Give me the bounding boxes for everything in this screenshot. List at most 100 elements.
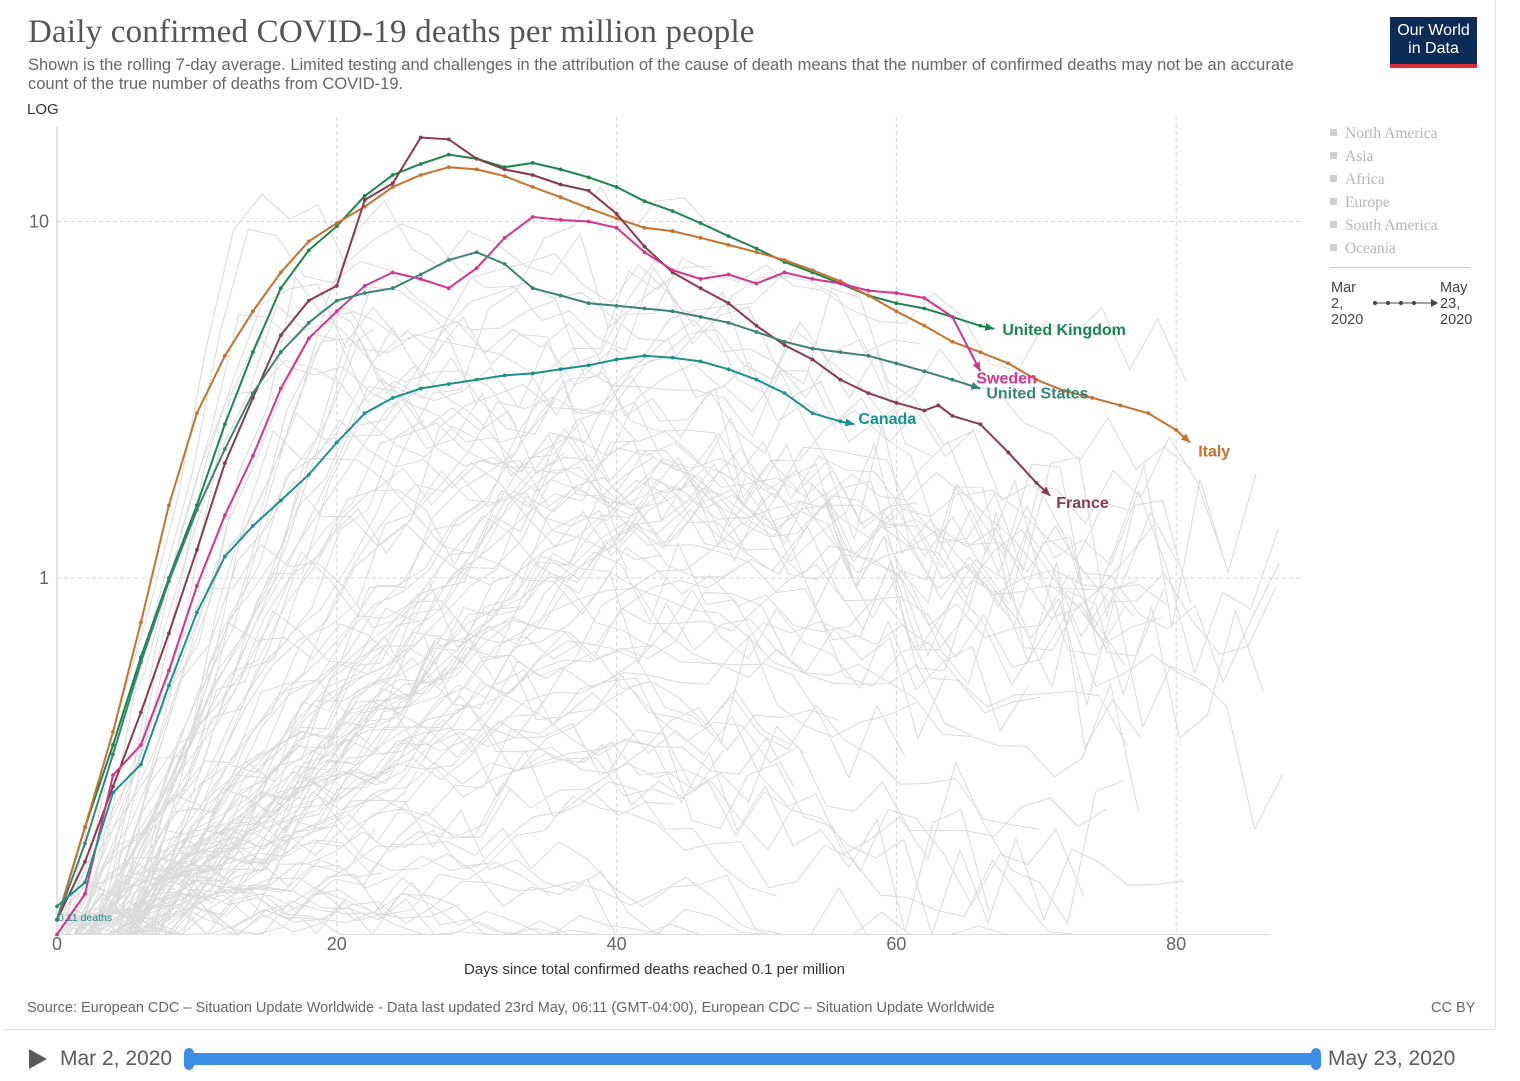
background-line bbox=[120, 893, 904, 936]
series-label: Sweden bbox=[976, 370, 1036, 387]
data-point bbox=[167, 683, 171, 688]
data-point bbox=[139, 620, 143, 625]
log-scale-toggle[interactable]: LOG bbox=[27, 101, 59, 118]
data-point bbox=[139, 710, 143, 715]
series-label: United Kingdom bbox=[1002, 322, 1126, 339]
background-line bbox=[76, 199, 973, 935]
background-line bbox=[75, 542, 663, 923]
background-line bbox=[123, 716, 404, 920]
data-point bbox=[139, 762, 143, 767]
data-point bbox=[894, 361, 899, 366]
legend-item-south-america[interactable]: South America bbox=[1330, 216, 1438, 239]
background-line bbox=[67, 700, 545, 935]
timeline-start-handle[interactable] bbox=[184, 1048, 194, 1070]
data-point bbox=[195, 508, 199, 513]
series-arrow bbox=[972, 361, 981, 372]
legend-item-oceania[interactable]: Oceania bbox=[1330, 239, 1438, 262]
data-point bbox=[362, 291, 367, 295]
background-line bbox=[76, 610, 805, 935]
time-legend-end: May 23, 2020 bbox=[1440, 280, 1473, 328]
background-line bbox=[111, 769, 392, 924]
data-point bbox=[306, 248, 311, 253]
series-label: Canada bbox=[858, 411, 916, 428]
data-point bbox=[698, 277, 703, 281]
background-line bbox=[88, 667, 1040, 935]
data-point bbox=[111, 784, 115, 789]
timeline-end-handle[interactable] bbox=[1311, 1048, 1321, 1070]
data-point bbox=[390, 270, 395, 275]
background-line bbox=[90, 286, 456, 935]
background-line bbox=[60, 276, 789, 935]
source-note[interactable]: Source: European CDC – Situation Update … bbox=[27, 1000, 995, 1016]
data-point bbox=[726, 367, 731, 372]
play-icon[interactable] bbox=[29, 1049, 47, 1069]
region-legend: North America Asia Africa Europe South A… bbox=[1330, 124, 1438, 262]
data-point bbox=[418, 173, 423, 177]
license-link[interactable]: CC BY bbox=[1431, 1000, 1476, 1016]
data-point bbox=[334, 298, 339, 303]
data-point bbox=[782, 258, 787, 262]
series-arrow bbox=[1041, 486, 1051, 496]
data-point bbox=[306, 472, 311, 477]
data-point bbox=[167, 503, 171, 508]
background-line bbox=[115, 419, 425, 916]
data-point bbox=[167, 631, 171, 636]
data-point bbox=[474, 167, 479, 172]
data-point bbox=[614, 212, 619, 216]
x-tick-label: 40 bbox=[607, 934, 627, 954]
data-point bbox=[838, 419, 843, 424]
data-point bbox=[1174, 428, 1179, 432]
data-point bbox=[83, 859, 87, 864]
data-point bbox=[922, 323, 927, 328]
data-point bbox=[530, 286, 535, 291]
data-point bbox=[278, 286, 283, 291]
legend-item-africa[interactable]: Africa bbox=[1330, 170, 1438, 193]
background-line bbox=[96, 265, 713, 935]
data-point bbox=[278, 270, 283, 275]
background-line bbox=[116, 891, 425, 936]
background-line bbox=[91, 440, 1155, 935]
data-point bbox=[111, 773, 115, 777]
legend-item-europe[interactable]: Europe bbox=[1330, 193, 1438, 216]
data-point bbox=[670, 268, 675, 273]
owid-logo[interactable]: Our World in Data bbox=[1390, 17, 1477, 68]
background-line bbox=[123, 889, 460, 936]
data-point bbox=[1034, 480, 1039, 485]
data-point bbox=[502, 235, 507, 240]
background-line bbox=[128, 321, 1193, 920]
data-point bbox=[866, 288, 871, 293]
data-point bbox=[950, 377, 955, 382]
data-point bbox=[167, 668, 171, 673]
background-line bbox=[130, 383, 1279, 935]
data-point bbox=[278, 350, 283, 355]
background-line bbox=[132, 429, 1142, 935]
background-line bbox=[104, 552, 1029, 935]
background-line bbox=[77, 630, 973, 935]
legend-item-north-america[interactable]: North America bbox=[1330, 124, 1438, 147]
background-line bbox=[126, 501, 1162, 935]
data-point bbox=[726, 234, 731, 239]
series-label: France bbox=[1056, 495, 1109, 512]
background-line bbox=[64, 757, 1184, 937]
logo-line-2: in Data bbox=[1408, 40, 1459, 57]
data-point bbox=[111, 790, 115, 795]
data-point bbox=[558, 367, 563, 372]
data-point bbox=[586, 363, 591, 368]
x-tick-label: 20 bbox=[327, 934, 347, 954]
timeline-slider-track[interactable] bbox=[187, 1053, 1321, 1065]
data-point bbox=[502, 174, 507, 179]
data-point bbox=[810, 346, 815, 351]
data-point bbox=[614, 303, 619, 308]
data-point bbox=[642, 225, 647, 230]
data-point bbox=[83, 880, 87, 885]
background-line bbox=[128, 398, 1277, 935]
data-point bbox=[698, 315, 703, 319]
series-arrow bbox=[844, 418, 855, 427]
data-point bbox=[558, 293, 563, 298]
data-point bbox=[670, 229, 675, 233]
data-point bbox=[642, 244, 647, 249]
data-point bbox=[390, 181, 395, 186]
data-point bbox=[111, 743, 115, 747]
legend-item-asia[interactable]: Asia bbox=[1330, 147, 1438, 170]
chart-frame bbox=[4, 0, 1496, 1030]
